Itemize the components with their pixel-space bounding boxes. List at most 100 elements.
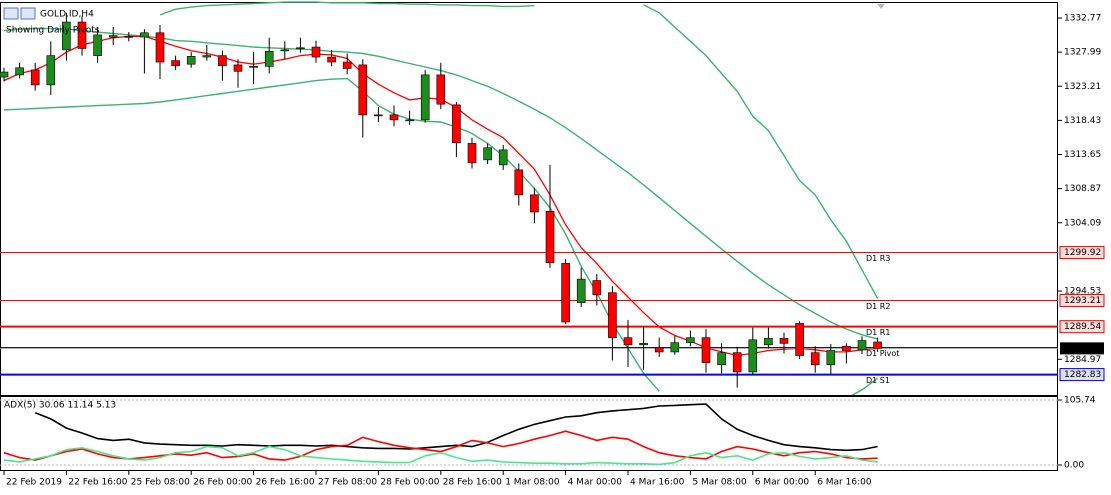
candle-body: [186, 56, 196, 65]
candle-body: [327, 56, 336, 63]
candle-body: [420, 74, 430, 121]
x-tick-label: 5 Mar 08:00: [692, 478, 747, 488]
candle-body: [545, 210, 555, 263]
x-tick-label: 26 Feb 16:00: [256, 478, 315, 488]
y-tick-label: 1304.09: [1064, 218, 1101, 228]
price-tag-label: 1299.92: [1064, 248, 1101, 258]
candle-body: [873, 341, 882, 349]
pivot-level-name: D1 R2: [866, 302, 890, 311]
candle-body: [514, 169, 524, 196]
y-tick-label: 105.74: [1064, 395, 1096, 405]
candle-body: [62, 21, 71, 51]
candle-body: [93, 34, 102, 56]
candle-body: [218, 55, 227, 66]
y-tick-label: 0.00: [1064, 461, 1084, 471]
candle-body: [654, 347, 664, 353]
x-tick-label: 28 Feb 16:00: [443, 478, 502, 488]
price-tag-label: 1282.83: [1064, 370, 1101, 380]
x-tick-label: 1 Mar 08:00: [505, 478, 560, 488]
candle-body: [576, 278, 586, 303]
candle-body: [686, 337, 695, 343]
candle-body: [0, 71, 9, 78]
candle-body: [358, 64, 368, 116]
candle-body: [670, 342, 680, 353]
candle-body: [155, 32, 165, 63]
price-tag: [1059, 293, 1105, 307]
axes: 1332.77 1327.99 1323.21 1318.43 1313.65 1308.…: [3, 13, 1105, 488]
candle-body: [374, 114, 383, 117]
candle-body: [249, 66, 258, 68]
candle-body: [826, 350, 836, 366]
indicator-line: [159, 1, 879, 299]
indicator-label: ADX(5) 30.06 11.14 5.13: [4, 401, 116, 411]
candle-body: [498, 149, 508, 166]
x-tick-label: 22 Feb 2019: [6, 478, 62, 488]
x-tick-label: 27 Feb 08:00: [318, 478, 377, 488]
candle-body: [795, 323, 804, 356]
x-tick-label: 4 Mar 16:00: [630, 478, 685, 488]
pivot-level-name: D1 Pivot: [866, 349, 899, 358]
x-tick-label: 6 Mar 16:00: [817, 478, 872, 488]
y-tick-label: 1318.43: [1064, 116, 1101, 126]
candle-body: [264, 51, 274, 67]
x-tick-label: 28 Feb 00:00: [380, 478, 439, 488]
candle-body: [467, 143, 477, 164]
price-tag-label: 1289.54: [1064, 322, 1101, 332]
candle-body: [764, 338, 773, 346]
candle-body: [608, 292, 617, 338]
price-tag: [1059, 320, 1105, 334]
candle-body: [810, 352, 820, 366]
candle-body: [436, 74, 446, 105]
y-tick-label: 1284.97: [1064, 355, 1101, 365]
candle-body: [280, 49, 290, 52]
adx-frame: [0, 396, 1058, 471]
candle-body: [561, 263, 570, 323]
y-tick-label: 1308.87: [1064, 184, 1101, 194]
x-tick-label: 22 Feb 16:00: [68, 478, 127, 488]
candle-body: [77, 21, 87, 49]
candle-body: [842, 345, 851, 351]
candle-body: [405, 119, 414, 122]
indicator-line: [3, 430, 878, 461]
x-tick-label: 25 Feb 08:00: [131, 478, 190, 488]
x-tick-label: 26 Feb 00:00: [193, 478, 252, 488]
candle-body: [202, 55, 212, 58]
candle-body: [639, 343, 648, 346]
y-tick-label: 1332.77: [1064, 13, 1101, 23]
candle-body: [296, 47, 305, 50]
candle-body: [124, 36, 134, 38]
candle-body: [311, 46, 321, 58]
indicator-line: [34, 403, 878, 452]
candle-body: [701, 337, 711, 363]
candle-body: [483, 147, 492, 161]
x-tick-label: 4 Mar 00:00: [568, 478, 623, 488]
candle-body: [732, 352, 742, 373]
shift-marker: [877, 4, 885, 9]
candle-body: [15, 67, 24, 76]
x-tick-label: 6 Mar 00:00: [755, 478, 810, 488]
candle-body: [108, 35, 118, 38]
chart-title: GOLD.ID,H4: [40, 10, 94, 20]
indicator-line: [3, 445, 878, 466]
adx-plot: [0, 399, 1058, 466]
candle-body: [779, 338, 789, 344]
candle-body: [452, 104, 461, 144]
candle-body: [171, 60, 180, 66]
price-tag: [1059, 246, 1105, 260]
candle-body: [530, 194, 539, 213]
chart-icon: [3, 7, 19, 20]
pivot-level-name: D1 R3: [866, 254, 890, 263]
y-tick-label: 1327.99: [1064, 48, 1101, 58]
candle-body: [623, 337, 633, 346]
candle-body: [748, 339, 758, 373]
pivot-level-name: D1 R1: [866, 328, 890, 337]
y-tick-label: 1294.53: [1064, 287, 1101, 297]
main-plot: D1 R3 D1 R2 D1 R1 D1 Pivot D1 S1: [0, 1, 1058, 395]
pivot-level-name: D1 S1: [866, 376, 890, 385]
price-tag: [1059, 368, 1105, 382]
candle-body: [140, 32, 149, 38]
candle-body: [30, 69, 40, 86]
candle-body: [342, 61, 352, 69]
